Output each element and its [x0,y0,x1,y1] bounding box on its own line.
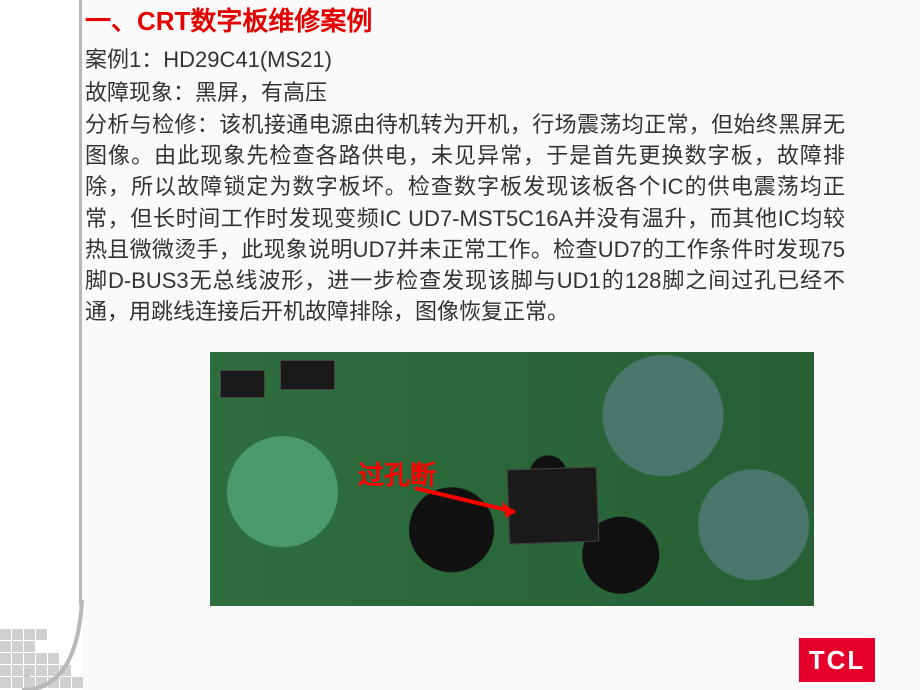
section-title: 一、CRT数字板维修案例 [85,5,845,39]
left-margin [0,0,82,690]
annotation-arrow [410,480,540,530]
brand-logo: TCL [799,638,875,682]
content-area: 一、CRT数字板维修案例 案例1：HD29C41(MS21) 故障现象：黑屏，有… [85,5,905,327]
logo-text: TCL [809,645,866,676]
chip-graphic [220,370,265,398]
page-number: 2 [24,668,30,680]
case-label: 案例1：HD29C41(MS21) [85,43,845,76]
chip-graphic [280,360,335,390]
analysis-text: 分析与检修：该机接通电源由待机转为开机，行场震荡均正常，但始终黑屏无图像。由此现… [85,109,845,328]
symptom-text: 故障现象：黑屏，有高压 [85,76,845,109]
